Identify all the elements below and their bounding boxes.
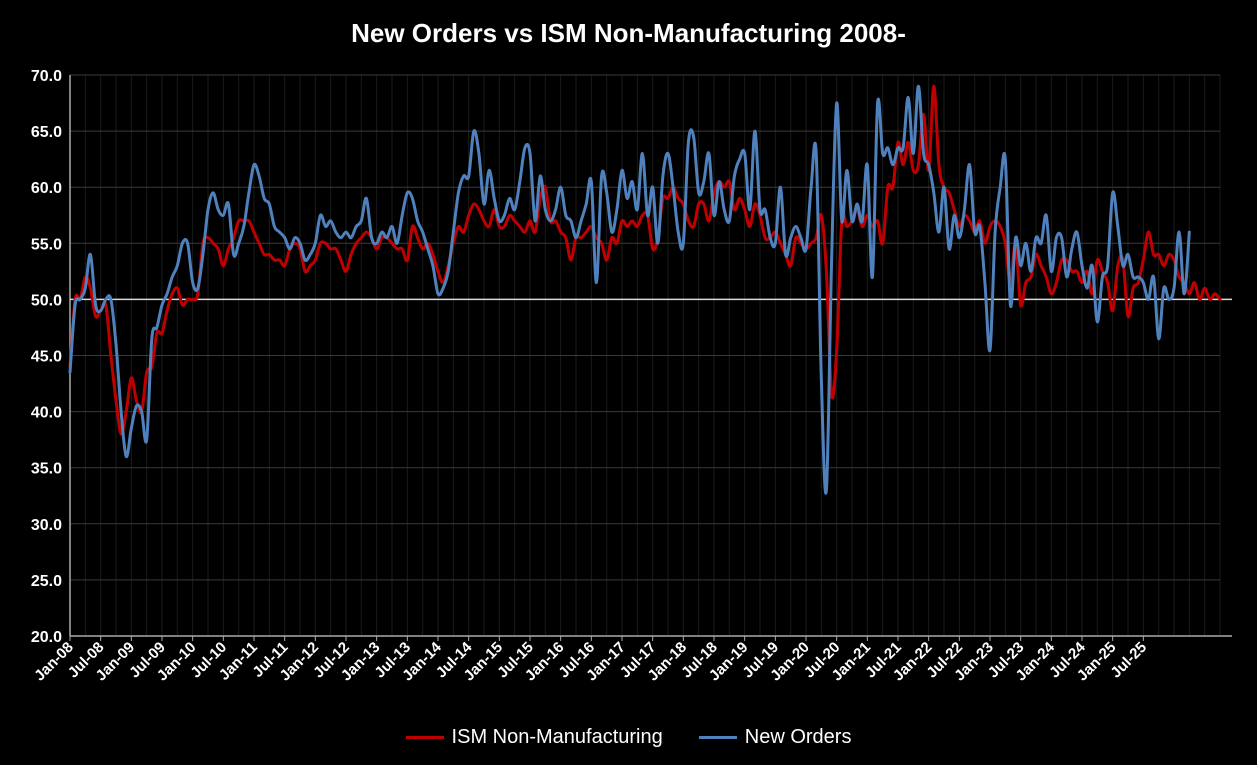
legend-swatch-new-orders [698, 736, 737, 739]
series-line-ism-non-manufacturing [68, 84, 1222, 436]
y-tick-label: 20.0 [31, 629, 62, 646]
y-tick-label: 45.0 [31, 349, 62, 366]
y-tick-label: 25.0 [31, 573, 62, 590]
chart-legend: ISM Non-Manufacturing New Orders [0, 726, 1257, 749]
y-tick-label: 30.0 [31, 517, 62, 534]
y-tick-label: 55.0 [31, 236, 62, 253]
chart-title: New Orders vs ISM Non-Manufacturing 2008… [351, 18, 906, 48]
y-tick-label: 65.0 [31, 124, 62, 141]
legend-item-ism: ISM Non-Manufacturing [405, 726, 663, 749]
legend-item-new-orders: New Orders [698, 726, 852, 749]
y-tick-label: 70.0 [31, 68, 62, 85]
series-line-new-orders [68, 84, 1191, 495]
y-tick-label: 50.0 [31, 292, 62, 309]
y-tick-label: 35.0 [31, 461, 62, 478]
legend-label-new-orders: New Orders [744, 726, 852, 748]
legend-swatch-ism [405, 736, 444, 739]
legend-label-ism: ISM Non-Manufacturing [451, 726, 663, 748]
y-tick-label: 60.0 [31, 180, 62, 197]
y-tick-label: 40.0 [31, 405, 62, 422]
